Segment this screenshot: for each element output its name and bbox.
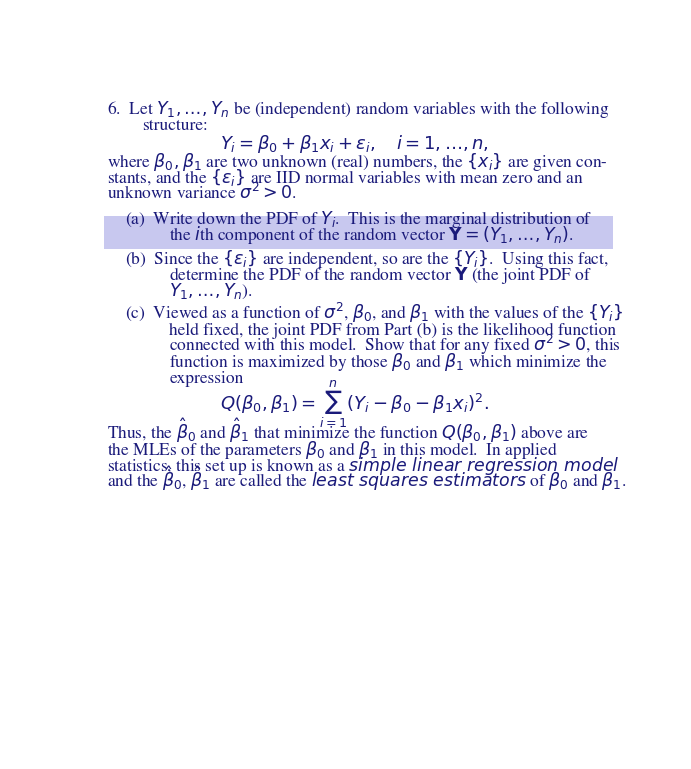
- Text: statistics, this set up is known as a $\it{simple\ linear\ regression\ model}$: statistics, this set up is known as a $\…: [106, 454, 619, 477]
- Text: $Y_1,\ldots,Y_n$).: $Y_1,\ldots,Y_n$).: [169, 282, 253, 301]
- Text: connected with this model.  Show that for any fixed $\sigma^2 > 0$, this: connected with this model. Show that for…: [169, 333, 621, 357]
- Text: $Y_i = \beta_0 + \beta_1 x_i + \epsilon_i, \quad i = 1,\ldots,n,$: $Y_i = \beta_0 + \beta_1 x_i + \epsilon_…: [220, 132, 489, 155]
- Text: where $\beta_0, \beta_1$ are two unknown (real) numbers, the $\{x_i\}$ are given: where $\beta_0, \beta_1$ are two unknown…: [106, 151, 607, 173]
- Text: stants, and the $\{\epsilon_i\}$ are IID normal variables with mean zero and an: stants, and the $\{\epsilon_i\}$ are IID…: [106, 167, 583, 188]
- Text: determine the PDF of the random vector $\mathbf{Y}$ (the joint PDF of: determine the PDF of the random vector $…: [169, 265, 593, 286]
- Text: unknown variance $\sigma^2 > 0$.: unknown variance $\sigma^2 > 0$.: [106, 183, 296, 203]
- Bar: [104, 216, 614, 233]
- Text: expression: expression: [169, 371, 244, 387]
- Text: function is maximized by those $\beta_0$ and $\beta_1$ which minimize the: function is maximized by those $\beta_0$…: [169, 351, 608, 373]
- Text: 6.  Let $Y_1,\ldots,Y_n$ be (independent) random variables with the following: 6. Let $Y_1,\ldots,Y_n$ be (independent)…: [106, 99, 609, 120]
- Text: the $i$th component of the random vector $\mathbf{Y} = (Y_1,\ldots,Y_n)$.: the $i$th component of the random vector…: [169, 224, 574, 246]
- Text: structure:: structure:: [142, 118, 209, 134]
- Text: (a)  Write down the PDF of $Y_i$.  This is the marginal distribution of: (a) Write down the PDF of $Y_i$. This is…: [125, 208, 593, 230]
- Text: the MLEs of the parameters $\beta_0$ and $\beta_1$ in this model.  In applied: the MLEs of the parameters $\beta_0$ and…: [106, 438, 558, 461]
- Text: and the $\hat{\beta}_0$, $\hat{\beta}_1$ are called the $\it{least\ squares\ est: and the $\hat{\beta}_0$, $\hat{\beta}_1$…: [106, 464, 626, 493]
- Text: held fixed, the joint PDF from Part (b) is the likelihood function: held fixed, the joint PDF from Part (b) …: [169, 323, 616, 339]
- Text: (c)  Viewed as a function of $\sigma^2$, $\beta_0$, and $\beta_1$ with the value: (c) Viewed as a function of $\sigma^2$, …: [125, 301, 623, 325]
- Bar: [104, 232, 614, 249]
- Text: Thus, the $\hat{\beta}_0$ and $\hat{\beta}_1$ that minimize the function $Q(\bet: Thus, the $\hat{\beta}_0$ and $\hat{\bet…: [106, 416, 589, 444]
- Text: $Q(\beta_0, \beta_1) = \sum_{i=1}^{n}(Y_i - \beta_0 - \beta_1 x_i)^2.$: $Q(\beta_0, \beta_1) = \sum_{i=1}^{n}(Y_…: [220, 378, 489, 430]
- Text: (b)  Since the $\{\epsilon_i\}$ are independent, so are the $\{Y_i\}$.  Using th: (b) Since the $\{\epsilon_i\}$ are indep…: [125, 248, 609, 270]
